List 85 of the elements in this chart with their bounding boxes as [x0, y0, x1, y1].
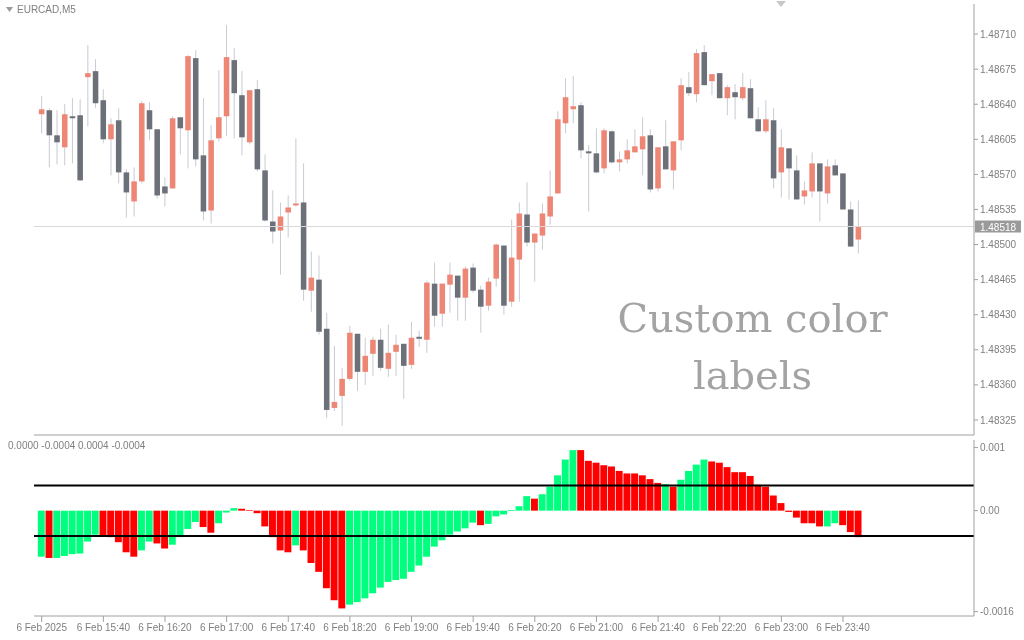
candlestick	[786, 147, 792, 200]
bar	[661, 484, 669, 511]
candlestick	[146, 101, 153, 141]
candlestick	[755, 106, 761, 133]
candlestick	[69, 97, 76, 164]
candlestick	[454, 275, 461, 322]
candlestick	[177, 116, 184, 155]
candlestick	[54, 109, 60, 165]
candlestick	[447, 262, 453, 314]
candlestick	[370, 336, 376, 377]
candlestick	[293, 137, 299, 207]
candlestick	[400, 343, 407, 400]
y-tick-label: 1.48640	[980, 98, 1017, 110]
ref-line-label: 1.48518	[979, 221, 1017, 233]
candlestick	[216, 69, 222, 142]
candlestick	[662, 119, 669, 170]
y-tick-label: 1.48395	[980, 344, 1017, 356]
y-tick-label: 1.48465	[980, 274, 1017, 286]
candlestick	[855, 199, 862, 255]
candlestick	[593, 127, 600, 174]
candlestick	[270, 189, 276, 245]
candlestick	[763, 99, 769, 134]
y-tick-label: 1.48325	[980, 414, 1017, 426]
candlestick	[123, 168, 130, 218]
x-tick-label: 6 Feb 19:40	[446, 622, 501, 634]
y-tick-label: 1.48360	[980, 379, 1017, 391]
y-tick-label: 0.001	[980, 442, 1006, 454]
y-tick-label: 1.48430	[980, 309, 1017, 321]
bar	[37, 510, 45, 557]
x-tick-label: 6 Feb 19:00	[384, 622, 439, 634]
x-tick-label: 6 Feb 17:40	[261, 622, 316, 634]
candlestick	[709, 73, 715, 96]
candlestick	[393, 334, 399, 377]
y-tick-label: 1.48710	[980, 28, 1017, 40]
annotation: Custom color labels	[616, 294, 889, 400]
bar	[477, 510, 484, 526]
bar	[530, 498, 538, 511]
x-tick-label: 6 Feb 21:00	[569, 622, 624, 634]
candlestick	[277, 201, 284, 276]
candlestick	[339, 367, 345, 427]
x-tick-label: 6 Feb 18:20	[323, 622, 378, 634]
bar	[230, 508, 238, 511]
candlestick	[531, 233, 538, 283]
annotation: 0.0000 -0.0004 0.0004 -0.0004	[8, 440, 146, 451]
candlestick	[385, 324, 392, 378]
x-tick-label: 6 Feb 20:20	[508, 622, 562, 634]
candlestick	[740, 72, 746, 101]
x-tick-label: 6 Feb 22:20	[693, 622, 747, 634]
x-tick-label: 6 Feb 17:00	[199, 622, 254, 634]
candlestick	[308, 251, 315, 313]
x-tick-label: 6 Feb 23:00	[754, 622, 809, 634]
candlestick	[285, 194, 291, 239]
candlestick	[478, 285, 484, 334]
y-tick-label: 1.48500	[980, 239, 1017, 251]
candlestick	[570, 75, 577, 124]
candlestick	[85, 44, 91, 127]
y-tick-label: 1.48570	[980, 168, 1017, 180]
x-tick-label: 6 Feb 16:20	[138, 622, 193, 634]
y-tick-label: 1.48675	[980, 63, 1017, 75]
candlestick	[331, 345, 338, 412]
candlestick	[801, 180, 808, 205]
x-tick-label: 6 Feb 23:40	[816, 622, 871, 634]
candlestick	[162, 176, 168, 207]
x-tick-label: 6 Feb 15:40	[76, 622, 131, 634]
bar	[292, 510, 300, 546]
x-tick-label: 6 Feb 2025	[16, 622, 68, 634]
y-tick-label: -0.0016	[980, 606, 1015, 618]
candlestick	[624, 138, 630, 164]
candlestick	[547, 169, 553, 226]
candlestick	[539, 202, 546, 251]
candlestick	[470, 263, 476, 294]
candlestick	[131, 166, 137, 217]
x-tick-label: 6 Feb 21:40	[631, 622, 686, 634]
candlestick	[639, 116, 646, 176]
candlestick	[108, 117, 114, 176]
bar	[669, 486, 677, 511]
y-tick-label: 0.00	[980, 505, 1000, 517]
candlestick	[686, 71, 692, 97]
y-tick-label: 1.48605	[980, 133, 1017, 145]
candlestick	[732, 83, 738, 120]
y-tick-label: 1.48535	[980, 204, 1017, 216]
chart-title: EURCAD,M5	[17, 4, 76, 15]
candlestick	[362, 337, 369, 386]
candlestick	[585, 144, 592, 212]
candlestick	[724, 84, 731, 116]
